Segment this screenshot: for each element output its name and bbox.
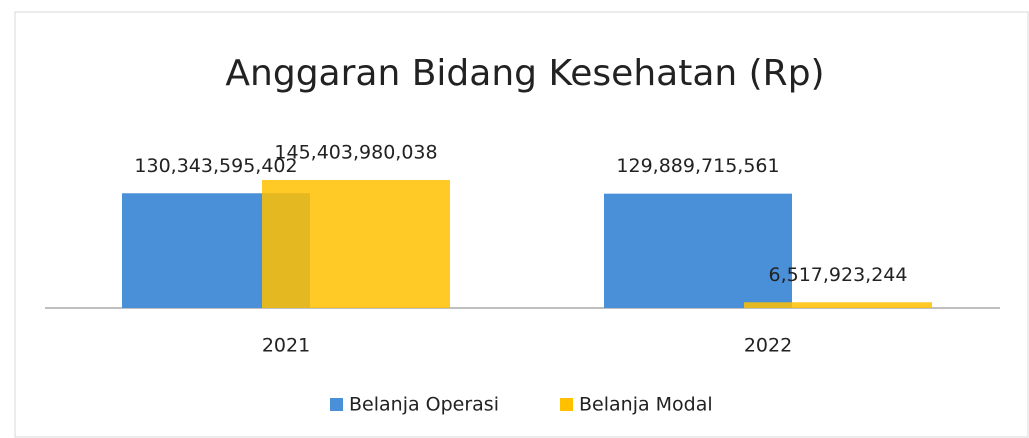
data-label: 6,517,923,244 [768, 264, 907, 286]
data-label: 129,889,715,561 [616, 155, 779, 177]
x-tick-label: 2021 [262, 335, 310, 357]
x-tick-label: 2022 [744, 335, 792, 357]
legend-label: Belanja Modal [579, 394, 713, 416]
bar [744, 302, 932, 308]
bar [604, 193, 792, 308]
data-label: 130,343,595,402 [134, 155, 297, 177]
data-label: 145,403,980,038 [274, 142, 437, 164]
legend-label: Belanja Operasi [349, 394, 499, 416]
legend-swatch [560, 398, 573, 411]
chart-title: Anggaran Bidang Kesehatan (Rp) [225, 53, 824, 94]
bar [262, 180, 450, 308]
legend-swatch [330, 398, 343, 411]
